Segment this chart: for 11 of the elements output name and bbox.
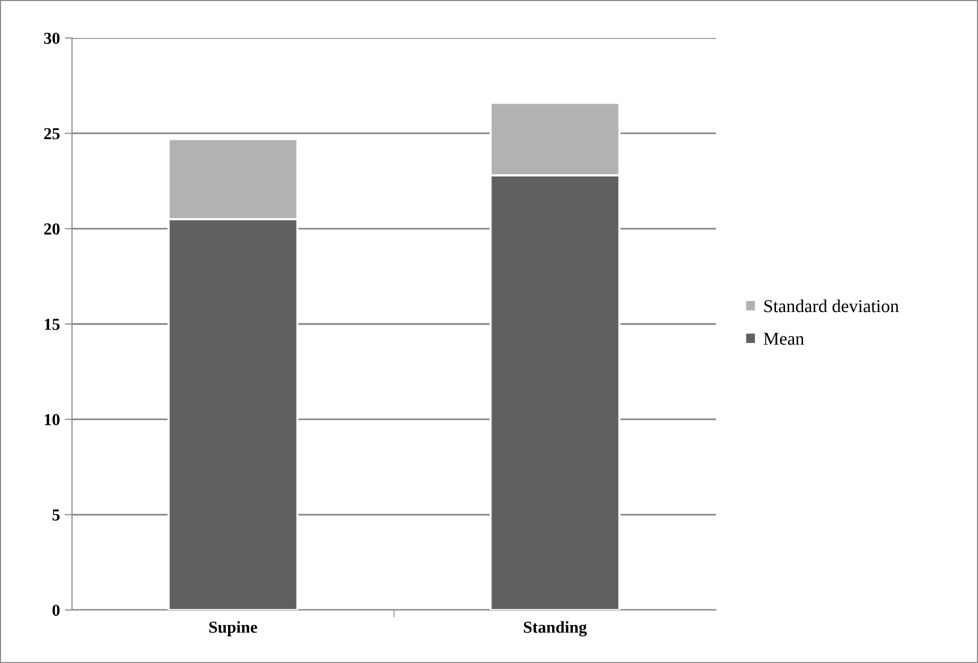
x-tick-label: Standing (524, 621, 587, 636)
x-tick-label: Supine (209, 621, 258, 636)
y-tick-label: 10 (44, 414, 60, 426)
y-tick-label: 0 (52, 604, 60, 616)
y-tick-label: 15 (44, 318, 60, 330)
y-tick-label: 20 (44, 223, 60, 235)
y-tick-label: 5 (52, 510, 60, 521)
legend-label: Standard deviation (764, 300, 899, 312)
legend-label: Mean (764, 332, 804, 345)
y-tick-label: 30 (44, 32, 60, 44)
y-tick-label: 25 (44, 128, 60, 140)
